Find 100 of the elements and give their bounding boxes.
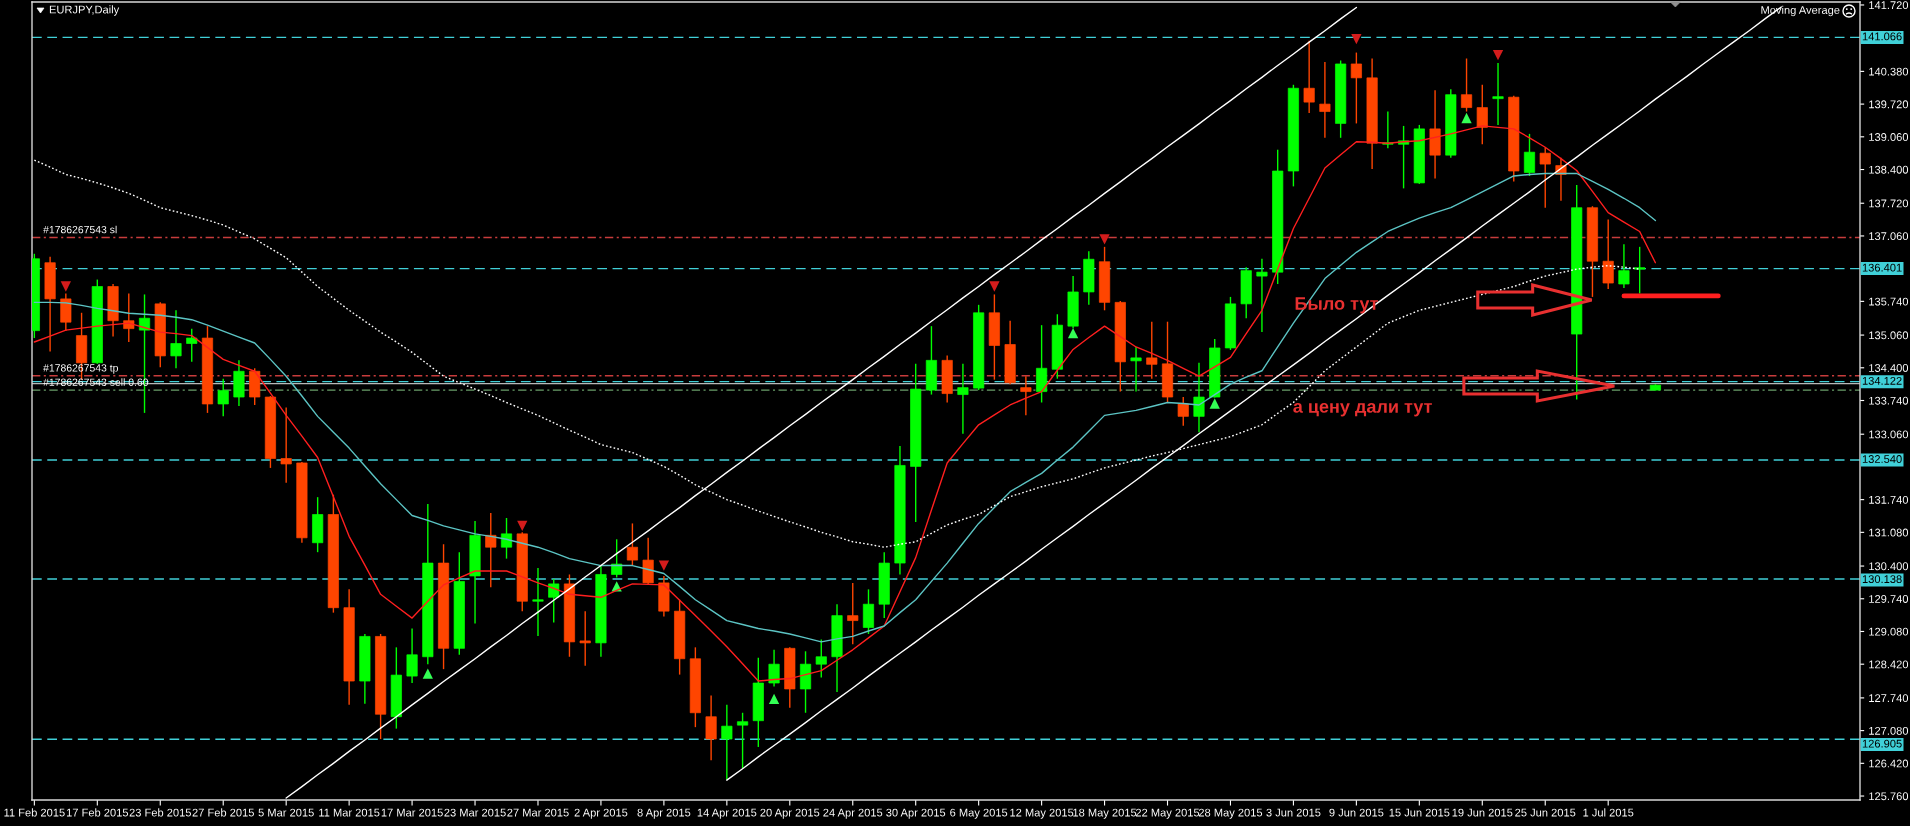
x-tick-label: 5 Mar 2015	[258, 808, 314, 817]
candlestick	[1523, 133, 1536, 177]
point	[658, 560, 670, 571]
point	[60, 281, 71, 292]
ref-line-label: 134.122	[1862, 376, 1902, 385]
candlestick	[186, 327, 198, 363]
candlestick	[1634, 246, 1646, 295]
x-tick-label: 3 Jun 2015	[1266, 808, 1321, 817]
x-tick-label: 27 Feb 2015	[192, 808, 254, 817]
x-tick-label: 22 May 2015	[1135, 808, 1200, 819]
y-tick-label: 135.740	[1869, 297, 1909, 306]
y-tick-label: 131.080	[1869, 528, 1909, 537]
x-tick-label: 15 Jun 2015	[1389, 808, 1450, 817]
ref-line-label: 126.905	[1862, 739, 1902, 748]
candlestick	[1602, 218, 1614, 290]
candlestick	[1476, 84, 1488, 145]
candlestick	[957, 363, 969, 435]
x-tick-label: 18 May 2015	[1073, 808, 1137, 819]
candlestick	[280, 406, 292, 484]
x-tick-label: 12 May 2015	[1010, 808, 1074, 819]
point	[1067, 327, 1079, 339]
point	[422, 668, 433, 679]
x-tick-label: 24 Apr 2015	[823, 808, 883, 819]
candlestick	[1350, 51, 1362, 125]
candlestick	[1618, 243, 1630, 289]
x-tick-label: 17 Mar 2015	[381, 808, 443, 817]
ref-line-label: 130.138	[1862, 575, 1902, 584]
x-tick-label: 27 Mar 2015	[507, 808, 569, 817]
candlestick	[579, 610, 591, 667]
candlestick	[548, 578, 560, 624]
candlestick	[532, 567, 544, 637]
candlestick	[1036, 324, 1048, 404]
point	[1492, 49, 1504, 61]
candlestick	[406, 627, 418, 684]
candlestick	[737, 712, 749, 769]
x-tick-label: 2 Apr 2015	[574, 808, 628, 819]
y-tick-label: 137.720	[1869, 199, 1909, 208]
y-tick-label: 133.060	[1869, 430, 1909, 439]
candlestick	[1130, 346, 1142, 393]
y-tick-label: 129.080	[1869, 627, 1909, 636]
candlestick	[217, 378, 229, 418]
x-tick-label: 11 Mar 2015	[319, 808, 380, 817]
ref-line-label: 132.540	[1862, 455, 1902, 463]
candlestick	[1146, 321, 1158, 380]
candlestick	[170, 309, 182, 369]
y-tick-label: 137.060	[1869, 232, 1909, 241]
y-tick-label: 126.420	[1869, 759, 1909, 768]
candlestick	[626, 522, 638, 567]
candlestick	[1303, 39, 1315, 114]
x-tick-label: 9 Jun 2015	[1329, 808, 1384, 817]
y-tick-label: 125.760	[1869, 792, 1909, 801]
x-tick-label: 8 Apr 2015	[637, 808, 691, 819]
y-tick-label: 129.740	[1869, 595, 1909, 603]
candlestick	[1539, 146, 1551, 209]
y-tick-label: 134.400	[1869, 364, 1909, 372]
x-tick-label: 19 Jun 2015	[1452, 808, 1513, 817]
point	[768, 693, 780, 705]
x-tick-label: 28 May 2015	[1198, 808, 1263, 819]
y-tick-label: 131.740	[1869, 495, 1909, 504]
ref-line-label: 141.066	[1862, 32, 1902, 41]
y-tick-label: 133.740	[1869, 396, 1909, 405]
y-tick-label: 130.400	[1869, 562, 1909, 571]
candlestick	[721, 704, 733, 781]
y-tick-label: 135.060	[1869, 331, 1909, 340]
point	[517, 520, 528, 532]
y-tick-label: 141.720	[1869, 1, 1909, 10]
candlestick	[1319, 61, 1331, 139]
y-tick-label: 140.380	[1869, 67, 1909, 76]
point	[1209, 398, 1220, 409]
y-tick-label: 128.420	[1869, 660, 1909, 669]
candlestick	[1177, 396, 1189, 427]
chart-title: EURJPY,Daily	[49, 5, 120, 16]
point	[1351, 34, 1362, 45]
x-tick-label: 11 Feb 2015	[4, 808, 65, 817]
ref-line-label: #1786267543 sl	[43, 225, 117, 234]
candlestick	[1256, 258, 1268, 333]
candlestick	[485, 512, 497, 589]
x-tick-label: 20 Apr 2015	[760, 808, 820, 819]
candlestick	[768, 649, 780, 688]
candlestick	[1461, 57, 1473, 113]
candlestick	[1020, 375, 1032, 417]
candlestick	[642, 537, 654, 586]
y-tick-label: 138.400	[1869, 165, 1909, 174]
ref-line-label: 136.401	[1862, 263, 1902, 272]
candlestick	[1193, 362, 1205, 433]
y-tick-label: 127.080	[1869, 726, 1909, 735]
x-tick-label: 30 Apr 2015	[886, 808, 946, 819]
x-tick-label: 23 Mar 2015	[444, 808, 506, 817]
candlestick	[611, 538, 623, 579]
candlestick	[1492, 62, 1504, 126]
y-tick-label: 127.740	[1869, 694, 1909, 703]
x-tick-label: 6 May 2015	[950, 808, 1008, 819]
candlestick	[862, 588, 875, 635]
x-tick-label: 1 Jul 2015	[1583, 808, 1634, 817]
x-tick-label: 14 Apr 2015	[697, 808, 757, 819]
candlestick	[847, 582, 859, 646]
point	[989, 281, 1000, 292]
x-tick-label: 17 Feb 2015	[66, 808, 129, 817]
candlestick	[815, 638, 827, 679]
y-tick-label: 139.060	[1869, 133, 1909, 141]
